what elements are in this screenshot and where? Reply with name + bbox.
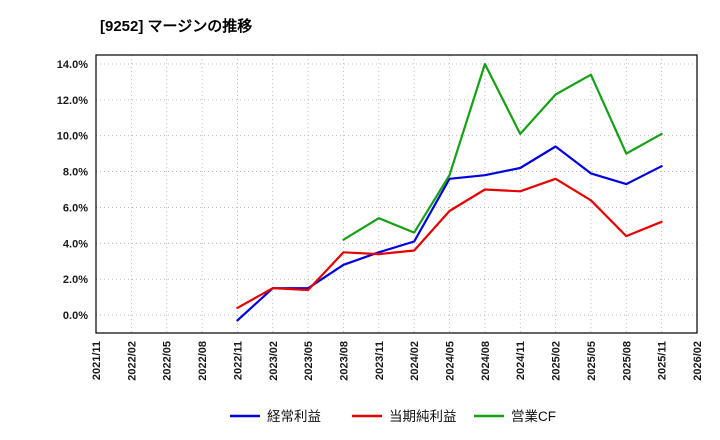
legend-item: 経常利益: [230, 409, 321, 424]
y-tick-label: 12.0%: [57, 95, 88, 107]
x-tick-label: 2025/08: [621, 341, 633, 381]
y-tick-label: 8.0%: [63, 167, 88, 179]
x-tick-label: 2023/08: [338, 341, 350, 381]
legend-label: 営業CF: [511, 409, 556, 424]
x-tick-label: 2024/05: [445, 341, 457, 381]
y-tick-label: 0.0%: [63, 310, 88, 322]
x-tick-label: 2024/02: [409, 341, 421, 381]
plot-frame: [95, 54, 698, 334]
legend-item: 当期純利益: [352, 409, 457, 424]
y-tick-label: 14.0%: [57, 59, 88, 71]
x-tick-label: 2024/08: [480, 341, 492, 381]
x-tick-label: 2023/02: [268, 341, 280, 381]
legend-label: 経常利益: [267, 409, 321, 424]
series-line-営業CF: [342, 62, 663, 241]
y-tick-label: 2.0%: [63, 274, 88, 286]
legend-item: 営業CF: [474, 409, 556, 424]
x-tick-label: 2026/02: [692, 341, 704, 381]
x-tick-label: 2023/11: [374, 341, 386, 380]
x-tick-label: 2025/05: [586, 341, 598, 381]
x-tick-label: 2022/02: [126, 341, 138, 381]
chart-title: [9252] マージンの推移: [100, 17, 252, 35]
x-tick-label: 2023/05: [303, 341, 315, 381]
x-tick-label: 2025/02: [551, 341, 563, 381]
x-tick-label: 2022/08: [197, 341, 209, 381]
x-tick-label: 2021/11: [91, 341, 103, 380]
chart-legend: 経常利益 当期純利益 営業CF: [230, 409, 556, 424]
x-tick-label: 2022/11: [232, 341, 244, 380]
series-line-経常利益: [236, 145, 663, 322]
y-tick-label: 10.0%: [57, 131, 88, 143]
y-tick-label: 6.0%: [63, 202, 88, 214]
legend-label: 当期純利益: [389, 409, 457, 424]
plot-area: 0.0% 2.0% 4.0% 6.0% 8.0% 10.0% 12.0% 14.0% 2021/…: [57, 54, 704, 381]
y-tick-label: 4.0%: [63, 238, 88, 250]
x-tick-label: 2025/11: [657, 341, 669, 380]
series-line-当期純利益: [236, 177, 663, 309]
x-tick-label: 2022/05: [162, 341, 174, 381]
x-tick-label: 2024/11: [515, 341, 527, 380]
